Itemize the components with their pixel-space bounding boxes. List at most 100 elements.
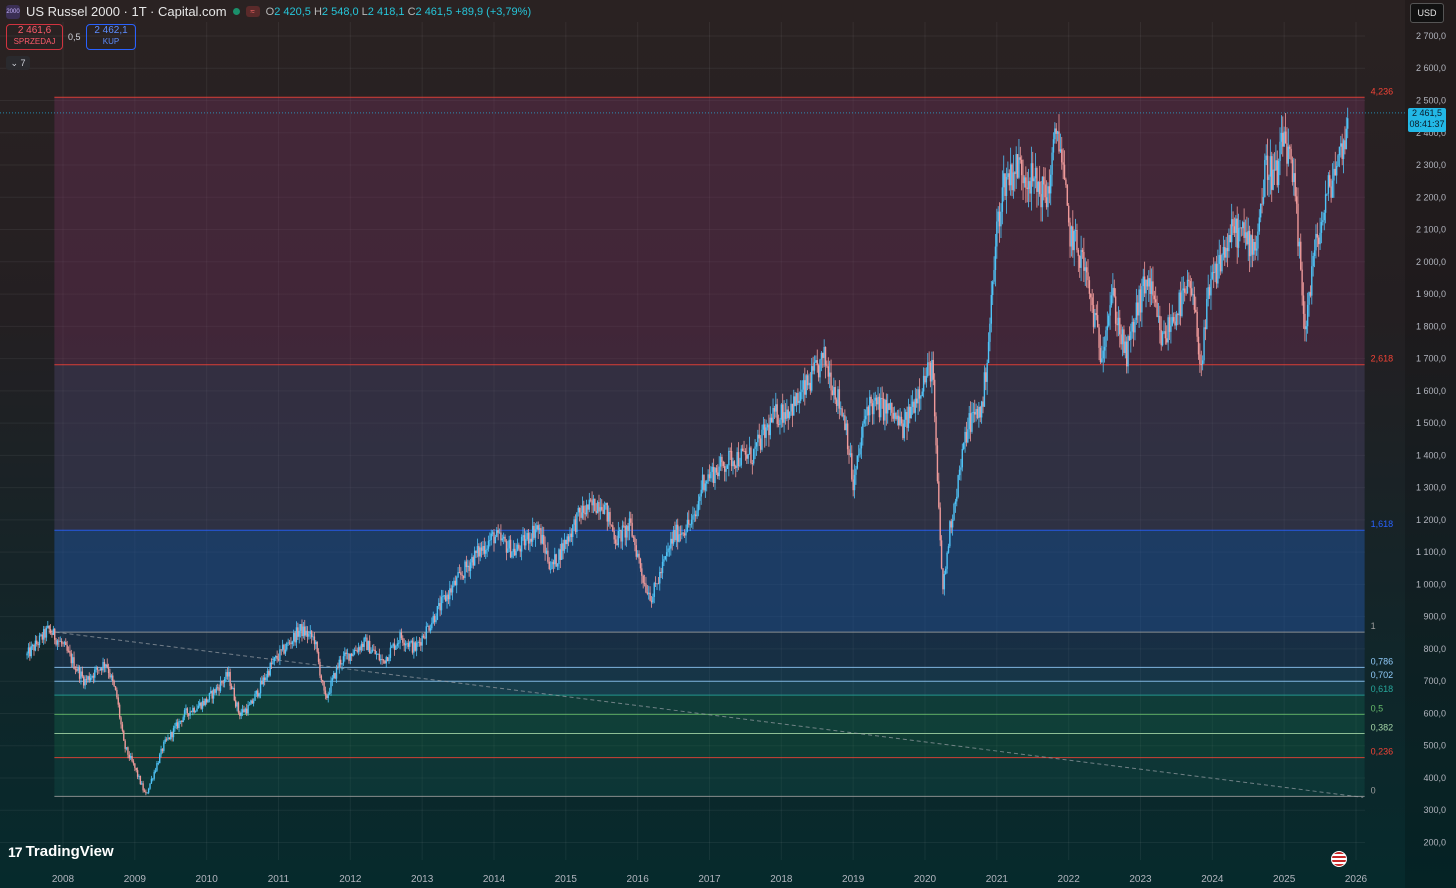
candle-body xyxy=(164,739,166,742)
candle-body xyxy=(197,705,200,709)
candle-body xyxy=(450,588,452,593)
candle-body xyxy=(1266,155,1269,180)
candle-body xyxy=(1143,276,1146,294)
symbol-title[interactable]: US Russel 2000 · 1T · Capital.com xyxy=(26,4,227,19)
candle-body xyxy=(128,754,131,759)
candle-body xyxy=(1221,254,1223,272)
candle-body xyxy=(483,545,486,554)
candle-body xyxy=(334,673,336,679)
candle-body xyxy=(485,549,487,554)
trendline[interactable] xyxy=(48,630,1364,798)
candle-body xyxy=(718,466,720,477)
candle-body xyxy=(1258,217,1261,232)
candle-body xyxy=(255,690,258,694)
candle-body xyxy=(1015,154,1017,174)
price-tick-label: 2 000,0 xyxy=(1416,257,1446,267)
candle-body xyxy=(349,653,352,661)
candle-body xyxy=(415,642,418,651)
sell-button[interactable]: 2 461,6 SPRZEDAJ xyxy=(6,24,63,50)
candle-body xyxy=(1127,336,1129,367)
candle-body xyxy=(1121,329,1124,345)
candle-body xyxy=(410,640,412,643)
candle-body xyxy=(171,731,173,738)
time-tick-label: 2011 xyxy=(268,874,290,885)
fibonacci-levels[interactable]: 0 0,236 0,382 0,5 0,618 0,702 0,786 1 1,618 2,618… xyxy=(54,86,1393,797)
candle-body xyxy=(308,633,310,637)
candle-body xyxy=(1095,312,1097,316)
candle-body xyxy=(172,728,175,738)
candle-body xyxy=(471,557,473,563)
candle-body xyxy=(612,525,614,531)
candle-body xyxy=(351,653,353,656)
currency-selector[interactable]: USD xyxy=(1410,3,1444,23)
candle-body xyxy=(345,652,347,654)
candle-body xyxy=(433,615,436,623)
candle-body xyxy=(863,419,865,424)
candle-body xyxy=(462,575,465,579)
candle-body xyxy=(747,454,749,459)
fib-zone xyxy=(54,97,1365,365)
candle-body xyxy=(875,397,878,405)
candle-body xyxy=(1259,203,1262,218)
candle-body xyxy=(58,640,60,642)
time-tick-label: 2021 xyxy=(986,874,1009,885)
candle-body xyxy=(88,676,90,681)
candle-body xyxy=(491,532,494,534)
candle-body xyxy=(887,403,889,414)
candle-body xyxy=(313,636,316,645)
candle-body xyxy=(1315,233,1317,251)
candle-body xyxy=(574,519,577,532)
us-flag-icon[interactable] xyxy=(1331,851,1347,867)
candle-body xyxy=(993,270,995,282)
candle-body xyxy=(793,396,795,416)
candle-body xyxy=(1037,181,1039,192)
candle-body xyxy=(1023,177,1026,184)
candle-body xyxy=(606,502,608,522)
candle-body xyxy=(707,474,709,482)
candle-body xyxy=(693,514,696,516)
candle-body xyxy=(461,574,463,576)
candle-body xyxy=(74,668,77,670)
candle-body xyxy=(425,626,428,639)
candle-body xyxy=(261,680,263,685)
candle-body xyxy=(454,580,457,586)
candle-body xyxy=(667,548,669,553)
candle-body xyxy=(1240,227,1243,229)
candle-body xyxy=(859,448,861,455)
candle-body xyxy=(1222,246,1225,255)
candle-body xyxy=(978,406,980,418)
candle-body xyxy=(1312,256,1314,267)
buy-button[interactable]: 2 462,1 KUP xyxy=(86,24,136,50)
candle-body xyxy=(156,763,158,771)
candle-body xyxy=(276,656,278,659)
tradingview-logo[interactable]: 17 TradingView xyxy=(8,843,114,860)
candle-body xyxy=(486,548,488,550)
candle-body xyxy=(1161,332,1164,346)
time-tick-label: 2014 xyxy=(483,874,506,885)
candle-body xyxy=(845,423,847,431)
candle-body xyxy=(794,396,796,406)
fib-zone xyxy=(54,757,1365,797)
time-axis[interactable]: 2008 2009 2010 2011 2012 2013 2014 2015 2016 2017… xyxy=(52,874,1368,885)
candle-body xyxy=(1014,172,1016,174)
candle-body xyxy=(107,667,110,673)
candle-body xyxy=(360,643,363,651)
candle-body xyxy=(631,522,633,537)
candle-body xyxy=(328,692,331,694)
price-axis[interactable]: 200,0 300,0 400,0 500,0 600,0 700,0 800,0 900,0… xyxy=(1405,0,1456,888)
candle-body xyxy=(656,583,658,585)
candle-body xyxy=(161,748,164,751)
candle-body xyxy=(1067,205,1070,223)
indicators-toggle-button[interactable]: ⌄ 7 xyxy=(6,56,30,70)
candle-body xyxy=(102,662,104,671)
dashed-trendline[interactable] xyxy=(48,630,1364,798)
candle-body xyxy=(1174,321,1176,326)
candle-body xyxy=(780,404,783,420)
candle-body xyxy=(106,664,108,668)
candle-body xyxy=(699,496,701,501)
candle-body xyxy=(950,521,952,528)
candle-body xyxy=(675,524,678,541)
candle-body xyxy=(965,431,968,443)
candle-body xyxy=(342,656,345,664)
